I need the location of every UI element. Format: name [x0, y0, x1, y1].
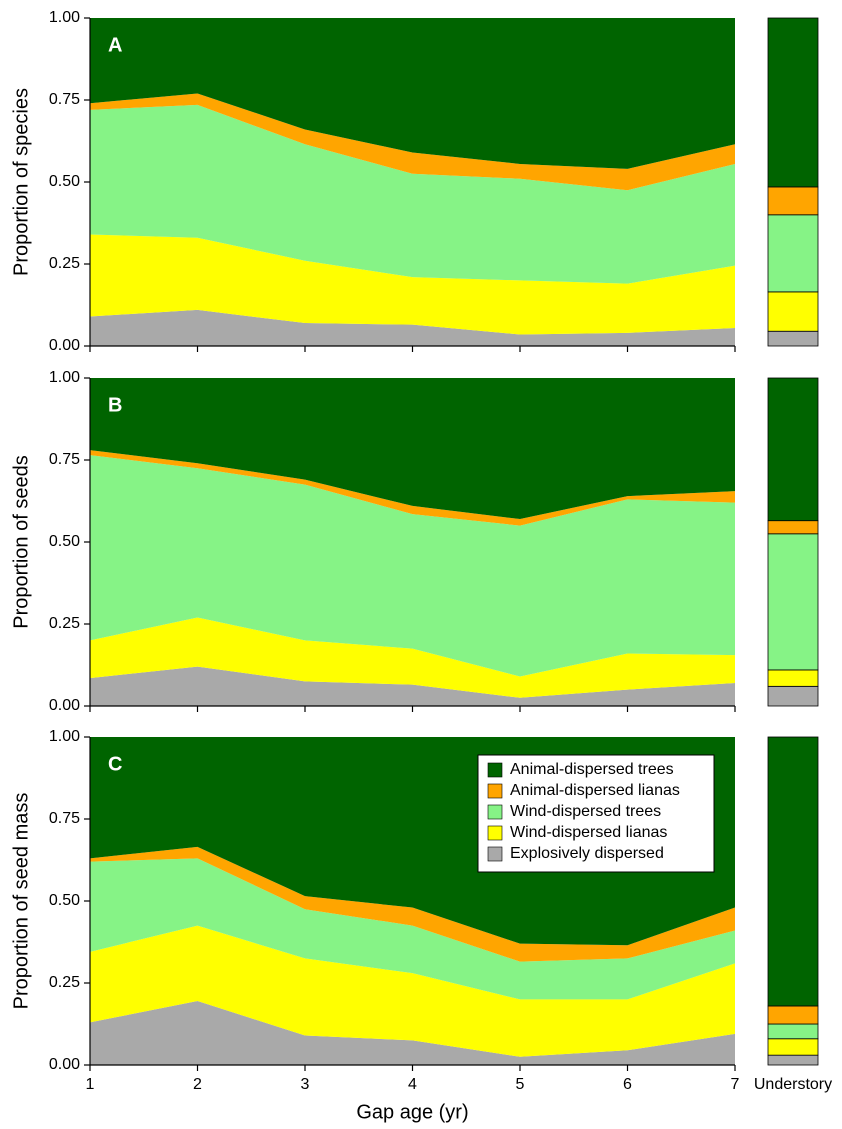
area — [90, 18, 735, 169]
understory-bar — [767, 1023, 819, 1040]
y-tick-label: 0.00 — [49, 1056, 80, 1073]
area — [90, 858, 735, 1000]
y-tick-label: 0.25 — [49, 615, 80, 632]
y-tick-label: 0.00 — [49, 337, 80, 354]
understory-label: Understory — [754, 1076, 832, 1093]
legend-label: Explosively dispersed — [510, 845, 664, 862]
area — [90, 1001, 735, 1065]
y-tick-label: 0.75 — [49, 810, 80, 827]
legend-box — [477, 754, 715, 873]
area — [90, 925, 735, 1057]
understory-bar — [767, 533, 819, 671]
area — [90, 617, 735, 698]
understory-bar — [767, 1054, 819, 1066]
y-tick-label: 0.75 — [49, 91, 80, 108]
panel-label: C — [108, 753, 122, 775]
y-tick-label: 1.00 — [49, 369, 80, 386]
x-tick-label: 5 — [516, 1076, 525, 1093]
y-axis-label: Proportion of species — [10, 88, 32, 276]
y-axis-label: Proportion of seeds — [10, 455, 32, 628]
area — [90, 378, 735, 520]
area — [90, 846, 735, 962]
x-tick-label: 2 — [193, 1076, 202, 1093]
area — [90, 666, 735, 706]
area — [90, 309, 735, 346]
x-tick-label: 1 — [86, 1076, 95, 1093]
area — [90, 234, 735, 335]
x-tick-label: 3 — [301, 1076, 310, 1093]
y-tick-label: 1.00 — [49, 728, 80, 745]
understory-bar — [767, 1038, 819, 1056]
x-tick-label: 4 — [408, 1076, 417, 1093]
understory-bar — [767, 214, 819, 293]
y-tick-label: 1.00 — [49, 9, 80, 26]
y-tick-label: 0.00 — [49, 697, 80, 714]
understory-bar — [767, 330, 819, 347]
legend-swatch — [487, 762, 503, 778]
area — [90, 450, 735, 526]
understory-bar — [767, 377, 819, 522]
panel-label: B — [108, 394, 122, 416]
y-tick-label: 0.50 — [49, 533, 80, 550]
understory-bar — [767, 1005, 819, 1025]
y-tick-label: 0.75 — [49, 451, 80, 468]
understory-bar — [767, 17, 819, 188]
x-tick-label: 7 — [731, 1076, 740, 1093]
legend-swatch — [487, 804, 503, 820]
y-axis-label: Proportion of seed mass — [10, 793, 32, 1010]
legend-label: Wind-dispersed trees — [510, 803, 661, 820]
x-axis-label: Gap age (yr) — [356, 1101, 468, 1123]
understory-bar — [767, 291, 819, 332]
understory-bar — [767, 186, 819, 216]
legend-label: Animal-dispersed trees — [510, 761, 674, 778]
y-tick-label: 0.25 — [49, 255, 80, 272]
understory-bar — [767, 520, 819, 535]
understory-bar — [767, 685, 819, 707]
area — [90, 104, 735, 284]
understory-bar — [767, 669, 819, 687]
legend-swatch — [487, 825, 503, 841]
panel-label: A — [108, 34, 122, 56]
y-tick-label: 0.50 — [49, 892, 80, 909]
y-tick-label: 0.25 — [49, 974, 80, 991]
legend-label: Wind-dispersed lianas — [510, 824, 667, 841]
area — [90, 455, 735, 677]
y-tick-label: 0.50 — [49, 173, 80, 190]
legend-swatch — [487, 783, 503, 799]
understory-bar — [767, 736, 819, 1007]
legend-swatch — [487, 846, 503, 862]
area — [90, 93, 735, 191]
legend-label: Animal-dispersed lianas — [510, 782, 680, 799]
x-tick-label: 6 — [623, 1076, 632, 1093]
